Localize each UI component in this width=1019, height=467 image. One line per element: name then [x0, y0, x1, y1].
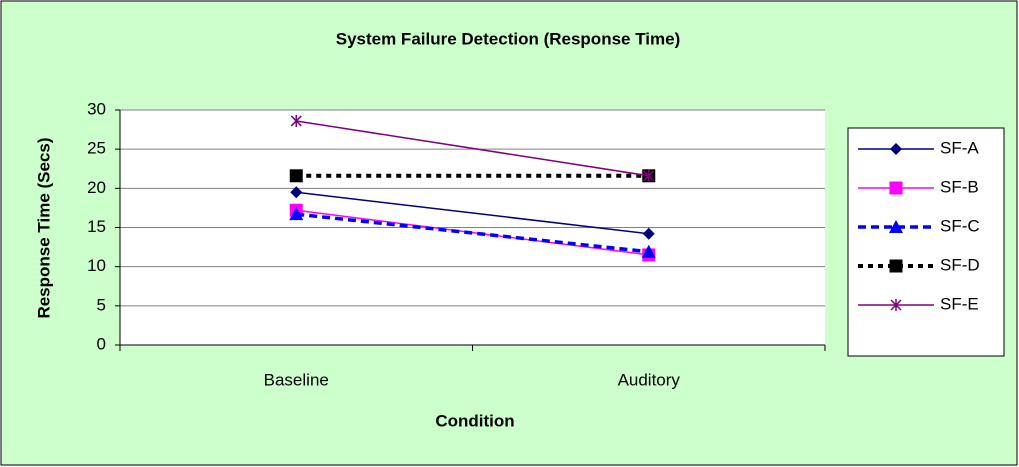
- y-tick-label: 30: [87, 99, 106, 118]
- marker: [289, 207, 304, 221]
- marker: [290, 186, 303, 199]
- marker: [889, 259, 903, 273]
- marker: [642, 227, 655, 240]
- marker: [889, 181, 903, 195]
- y-tick-label: 20: [87, 178, 106, 197]
- x-tick-label: Baseline: [264, 370, 329, 389]
- y-tick-label: 0: [97, 334, 106, 353]
- series-line: [296, 212, 649, 254]
- marker: [643, 169, 655, 182]
- y-tick-label: 25: [87, 139, 106, 158]
- series-line: [296, 120, 649, 177]
- y-tick-label: 5: [97, 295, 106, 314]
- x-axis-label: Condition: [435, 411, 514, 430]
- y-tick-label: 10: [87, 256, 106, 275]
- legend-label: SF-E: [940, 294, 979, 313]
- marker: [890, 299, 902, 311]
- legend-label: SF-B: [940, 177, 979, 196]
- marker: [890, 143, 902, 155]
- marker: [290, 114, 302, 127]
- marker: [889, 220, 903, 233]
- legend: [847, 127, 1005, 357]
- chart-title: System Failure Detection (Response Time): [336, 29, 681, 48]
- x-tick-label: Auditory: [618, 370, 681, 389]
- y-axis-label: Response Time (Secs): [34, 137, 53, 318]
- marker: [641, 244, 656, 258]
- y-tick-label: 15: [87, 217, 106, 236]
- series-line: [296, 209, 649, 256]
- legend-label: SF-A: [940, 138, 979, 157]
- legend-label: SF-D: [940, 255, 980, 274]
- series-line: [296, 191, 649, 235]
- legend-label: SF-C: [940, 216, 980, 235]
- marker: [289, 169, 303, 183]
